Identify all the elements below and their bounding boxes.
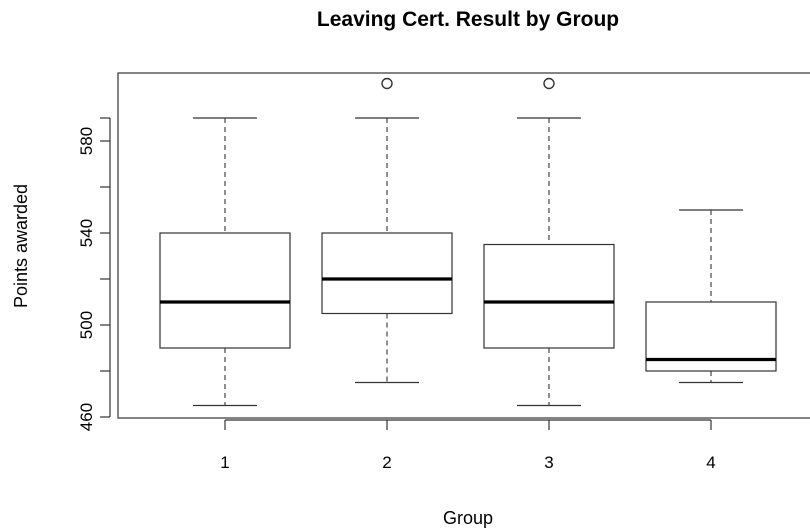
y-axis-label: Points awarded	[11, 184, 31, 308]
box-group-1	[159, 117, 291, 407]
y-tick-label-460: 460	[77, 403, 96, 431]
x-tick-label-2: 2	[382, 453, 391, 472]
box-iqr	[321, 232, 453, 315]
x-axis: 1 2 3 4	[220, 419, 716, 472]
y-axis: 460 500 540 580	[77, 117, 111, 431]
outlier-point	[381, 77, 393, 90]
box-group-4	[645, 209, 777, 384]
chart-title: Leaving Cert. Result by Group	[317, 8, 619, 31]
outlier-point	[543, 77, 555, 90]
y-tick-label-500: 500	[77, 311, 96, 339]
x-tick-label-4: 4	[706, 453, 715, 472]
box-iqr	[159, 232, 291, 349]
box-group-2	[321, 77, 453, 384]
y-tick-label-540: 540	[77, 219, 96, 247]
plot-frame	[117, 72, 810, 419]
box-iqr	[483, 243, 615, 349]
x-tick-label-3: 3	[544, 453, 553, 472]
box-group-3	[483, 77, 615, 407]
y-tick-label-580: 580	[77, 127, 96, 155]
x-axis-label: Group	[443, 508, 493, 528]
x-tick-label-1: 1	[220, 453, 229, 472]
boxes	[159, 77, 777, 407]
